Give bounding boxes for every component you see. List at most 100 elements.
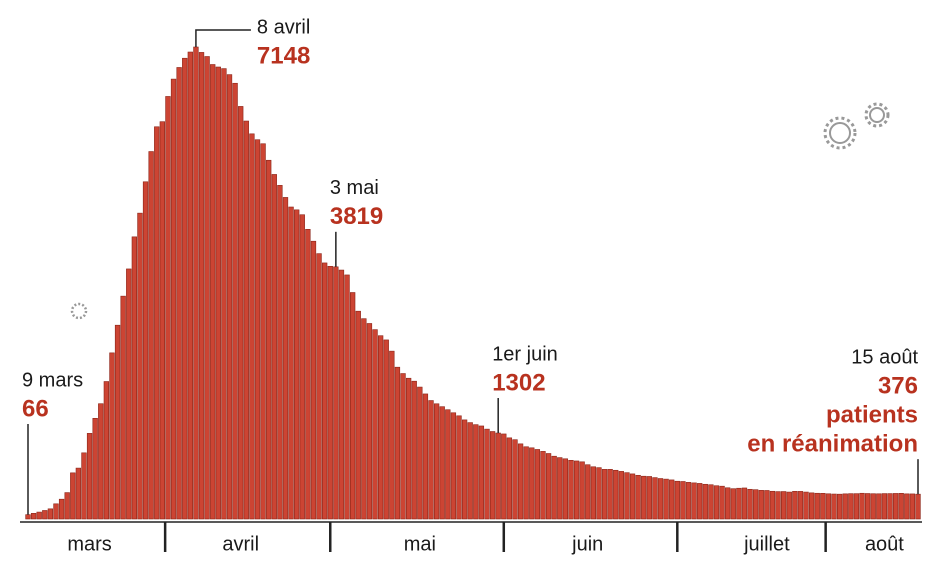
bar [551, 455, 557, 520]
bar [221, 68, 227, 520]
annotation-note: patients [826, 402, 918, 429]
bar [680, 481, 686, 520]
bar [165, 96, 171, 520]
bar [322, 262, 328, 520]
bar [764, 490, 770, 520]
bar [372, 329, 378, 520]
bar [669, 479, 675, 520]
bar [92, 418, 98, 520]
bar [126, 268, 132, 520]
bar [411, 380, 417, 520]
bar [445, 409, 451, 520]
bar [154, 126, 160, 520]
bar [271, 174, 277, 520]
bar [725, 487, 731, 520]
bar [86, 433, 93, 520]
x-tick-label: avril [222, 533, 259, 555]
bar [137, 212, 143, 520]
annotation-value: 376 [878, 373, 918, 400]
bar [529, 447, 535, 520]
bar [808, 492, 815, 520]
bar [193, 46, 199, 520]
bar [708, 484, 714, 520]
bar [517, 443, 524, 520]
bar [489, 431, 496, 520]
bar [736, 487, 742, 520]
annotation-date: 3 mai [330, 177, 379, 199]
bar [478, 425, 485, 520]
bar [495, 432, 501, 520]
bar [467, 422, 473, 520]
bar [204, 56, 210, 520]
bar [506, 437, 513, 520]
bar [377, 335, 384, 520]
bar [501, 433, 507, 520]
bar [187, 51, 193, 520]
bar [590, 466, 596, 520]
bar [131, 236, 138, 520]
bar [769, 490, 776, 520]
bar [333, 266, 339, 520]
bar [350, 292, 356, 520]
bar [887, 493, 893, 520]
bar [484, 428, 490, 520]
bar [176, 67, 182, 520]
bar [898, 493, 904, 520]
bar [881, 493, 888, 520]
bar [915, 493, 921, 520]
bar [864, 493, 871, 520]
x-tick-label: mai [404, 533, 436, 555]
bar [652, 477, 658, 520]
bar [730, 488, 736, 520]
bar [109, 352, 115, 520]
bar [417, 386, 423, 520]
bar [842, 493, 848, 520]
bar [876, 493, 882, 520]
bar [64, 492, 70, 520]
bar [282, 197, 289, 520]
bar [635, 474, 641, 520]
bar [523, 446, 529, 520]
bar [47, 508, 54, 520]
annotation-leader [195, 29, 251, 47]
bar [848, 493, 854, 520]
bar [75, 467, 82, 520]
bar [713, 485, 720, 520]
bar [238, 106, 244, 520]
bar [753, 489, 759, 520]
annotation-value: 66 [22, 395, 49, 422]
bar [870, 493, 876, 520]
bar [719, 485, 725, 520]
bar [473, 424, 479, 520]
bar [142, 181, 149, 520]
bar [243, 120, 249, 520]
bar [294, 209, 300, 520]
bar [456, 415, 462, 520]
bar [892, 493, 899, 520]
bar [260, 143, 266, 520]
bar [81, 452, 87, 520]
x-tick-label: août [865, 533, 904, 555]
bar [249, 133, 255, 520]
bar [383, 339, 389, 520]
bar [512, 439, 518, 520]
bar [573, 460, 580, 520]
bar [25, 514, 31, 520]
bar [540, 451, 546, 520]
bar [814, 492, 820, 520]
bar [58, 498, 65, 520]
bar [170, 78, 177, 520]
bar [210, 64, 216, 520]
bar [327, 265, 333, 520]
bar [747, 488, 753, 520]
bar [792, 491, 798, 520]
bar [344, 274, 350, 520]
bar [641, 475, 647, 520]
bar [299, 214, 305, 520]
bar [277, 185, 283, 520]
bar [439, 406, 445, 520]
bar [266, 159, 272, 520]
bar [422, 393, 429, 520]
bar [904, 493, 910, 520]
